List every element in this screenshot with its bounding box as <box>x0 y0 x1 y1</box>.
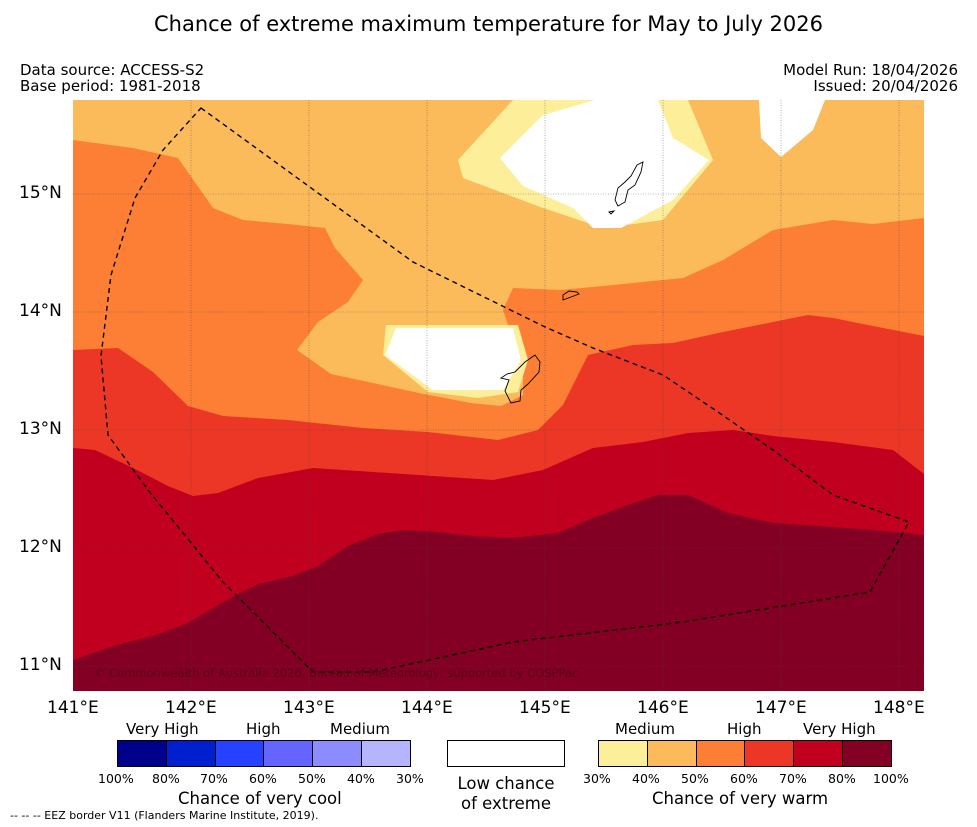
cool-pct: 50% <box>298 771 326 786</box>
lat-tick: 11°N <box>19 655 62 675</box>
island-tinian <box>608 210 616 215</box>
warm-level-high: High <box>727 720 762 738</box>
warm-legend-title: Chance of very warm <box>652 789 829 808</box>
lat-tick: 14°N <box>19 301 62 321</box>
warm-swatch <box>842 741 891 766</box>
page-title: Chance of extreme maximum temperature fo… <box>153 12 823 36</box>
warm-level-medium: Medium <box>615 720 675 738</box>
zone-low-central <box>385 328 521 390</box>
low-chance-label-1: Low chance <box>457 774 555 793</box>
cool-legend-title: Chance of very cool <box>178 789 342 808</box>
island-guam <box>499 354 541 404</box>
cool-pct: 40% <box>347 771 375 786</box>
data-source: Data source: ACCESS-S2 <box>20 61 205 79</box>
cool-swatch <box>361 741 410 766</box>
eez-border <box>100 107 911 673</box>
warm-pct: 30% <box>583 771 611 786</box>
cool-swatch <box>214 741 264 766</box>
island-rota <box>562 290 580 301</box>
copyright-notice: © Commonwealth of Australia 2026, Bureau… <box>94 666 579 680</box>
warm-pct: 80% <box>828 771 856 786</box>
cool-pct: 80% <box>152 771 180 786</box>
cool-pct: 60% <box>249 771 277 786</box>
forecast-map: © Commonwealth of Australia 2026, Bureau… <box>73 100 924 691</box>
zone-80-100 <box>73 495 924 691</box>
warm-swatch <box>599 741 647 766</box>
cool-swatch <box>118 741 166 766</box>
lon-tick: 143°E <box>283 698 335 718</box>
cool-swatch <box>263 741 313 766</box>
warm-swatch <box>744 741 794 766</box>
lat-tick: 13°N <box>19 419 62 439</box>
warm-colorbar <box>598 740 892 767</box>
zone-low-north <box>500 100 709 228</box>
zone-low-northeast <box>759 100 825 157</box>
graticule <box>73 100 924 691</box>
warm-swatch <box>695 741 745 766</box>
warm-pct: 60% <box>730 771 758 786</box>
lon-tick: 146°E <box>637 698 689 718</box>
cool-pct: 100% <box>98 771 134 786</box>
cool-level-high: High <box>246 720 281 738</box>
island-saipan <box>614 161 644 207</box>
warm-pct: 70% <box>779 771 807 786</box>
warm-swatch <box>646 741 696 766</box>
lon-tick: 141°E <box>47 698 99 718</box>
cool-level-very-high: Very High <box>126 720 199 738</box>
lon-tick: 148°E <box>873 698 925 718</box>
lon-tick: 145°E <box>519 698 571 718</box>
map-canvas <box>73 100 924 691</box>
model-run: Model Run: 18/04/2026 <box>783 61 958 79</box>
base-period: Base period: 1981-2018 <box>20 77 201 95</box>
warm-pct: 40% <box>632 771 660 786</box>
lon-tick: 144°E <box>401 698 453 718</box>
warm-pct: 100% <box>873 771 909 786</box>
cool-swatch <box>165 741 215 766</box>
issued-date: Issued: 20/04/2026 <box>813 77 958 95</box>
lon-tick: 147°E <box>755 698 807 718</box>
cool-colorbar <box>117 740 411 767</box>
cool-pct: 30% <box>396 771 424 786</box>
lon-tick: 142°E <box>165 698 217 718</box>
warm-swatch <box>793 741 843 766</box>
cool-swatch <box>312 741 362 766</box>
warm-pct: 50% <box>681 771 709 786</box>
low-chance-label-2: of extreme <box>460 794 552 813</box>
cool-level-medium: Medium <box>330 720 390 738</box>
lat-tick: 12°N <box>19 537 62 557</box>
lat-tick: 15°N <box>19 183 62 203</box>
cool-pct: 70% <box>200 771 228 786</box>
warm-level-very-high: Very High <box>803 720 876 738</box>
low-chance-swatch <box>447 740 565 767</box>
eez-footnote: -- -- -- EEZ border V11 (Flanders Marine… <box>10 809 319 822</box>
